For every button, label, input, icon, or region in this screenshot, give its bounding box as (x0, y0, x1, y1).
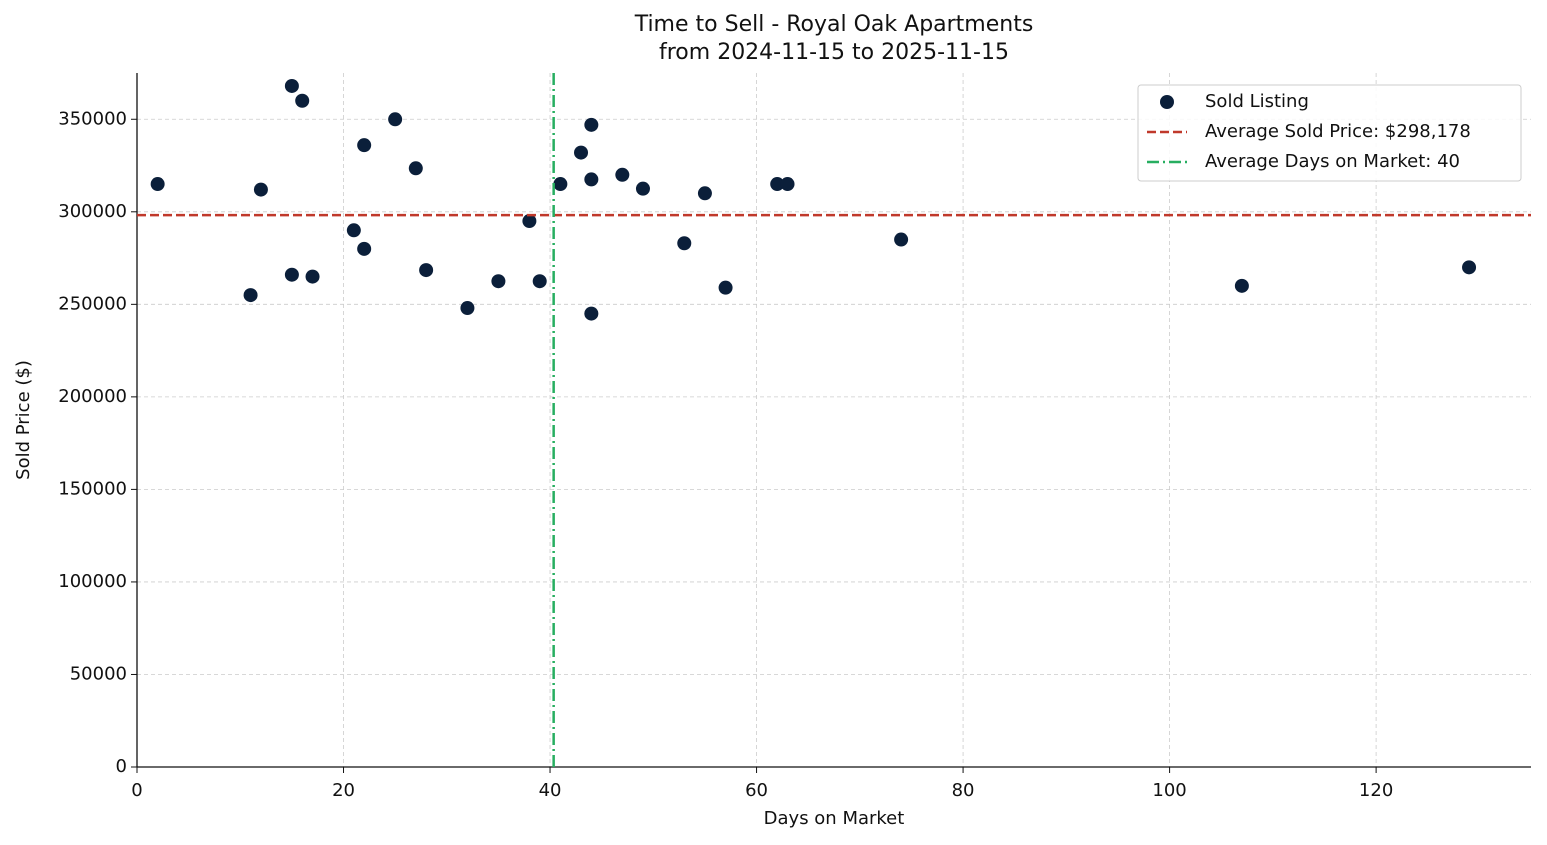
point (284, 267, 299, 282)
point (522, 214, 537, 229)
point (253, 182, 268, 197)
point (1234, 278, 1249, 293)
point (697, 186, 712, 201)
point (780, 177, 795, 192)
point (677, 236, 692, 251)
point (305, 269, 320, 284)
chart-title: Time to Sell - Royal Oak Apartments (634, 12, 1034, 37)
x-tick-label: 20 (332, 780, 355, 801)
x-tick-label: 40 (539, 780, 562, 801)
point (574, 145, 589, 160)
y-tick-label: 200000 (58, 386, 127, 407)
point (553, 177, 568, 192)
point (388, 112, 403, 127)
chart-subtitle: from 2024-11-15 to 2025-11-15 (659, 40, 1009, 65)
x-axis-label: Days on Market (764, 808, 905, 829)
legend-box (1137, 84, 1522, 182)
point (1462, 260, 1477, 275)
y-tick-label: 350000 (58, 108, 127, 129)
y-axis-label: Sold Price ($) (13, 360, 34, 480)
x-tick-label: 80 (952, 780, 975, 801)
point (718, 280, 733, 295)
x-tick-label: 60 (745, 780, 768, 801)
y-tick-label: 50000 (70, 663, 127, 684)
point (295, 93, 310, 108)
point (284, 78, 299, 93)
legend-label: Average Days on Market: 40 (1205, 151, 1460, 172)
point (243, 288, 258, 303)
point (584, 117, 599, 132)
x-tick-label: 120 (1359, 780, 1393, 801)
x-tick-label: 100 (1152, 780, 1186, 801)
point (532, 274, 547, 289)
point (491, 274, 506, 289)
point (635, 181, 650, 196)
y-tick-label: 0 (116, 756, 127, 777)
point (346, 223, 361, 238)
y-tick-label: 150000 (58, 478, 127, 499)
point (894, 232, 909, 247)
y-tick-label: 100000 (58, 571, 127, 592)
y-tick-label: 250000 (58, 293, 127, 314)
point (460, 301, 475, 316)
point (357, 241, 372, 256)
x-tick-label: 0 (131, 780, 142, 801)
legend-marker (1160, 95, 1174, 109)
point (584, 306, 599, 321)
legend-label: Sold Listing (1205, 91, 1309, 112)
point (615, 167, 630, 182)
point (419, 263, 434, 278)
point (150, 177, 165, 192)
point (770, 177, 785, 192)
y-tick-label: 300000 (58, 201, 127, 222)
point (584, 172, 599, 187)
legend-label: Average Sold Price: $298,178 (1205, 121, 1471, 142)
point (357, 138, 372, 153)
point (408, 161, 423, 176)
